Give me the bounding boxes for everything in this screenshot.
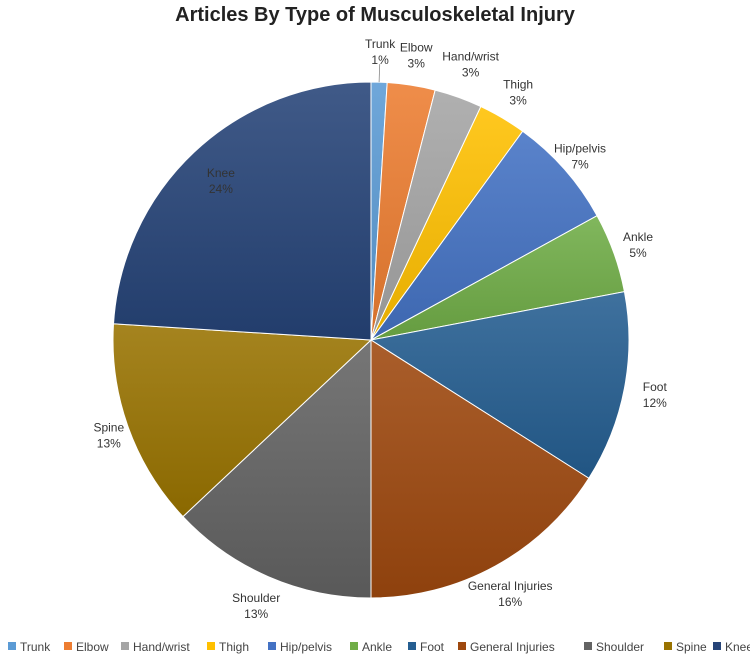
slice-label-foot: Foot 12% — [643, 380, 668, 410]
legend: Trunk Elbow Hand/wrist Thigh Hip/pelvis Ankle… — [8, 640, 750, 654]
legend-label-hand-wrist: Hand/wrist — [133, 640, 190, 654]
legend-label-spine: Spine — [676, 640, 707, 654]
slice-label-spine: Spine 13% — [93, 420, 124, 450]
legend-label-hip-pelvis: Hip/pelvis — [280, 640, 332, 654]
legend-swatch-knee — [713, 642, 721, 650]
slice-label-general-injuries: General Injuries 16% — [468, 579, 553, 609]
slice-label-elbow: Elbow 3% — [400, 41, 433, 71]
slice-label-knee: Knee 24% — [207, 166, 235, 196]
legend-swatch-elbow — [64, 642, 72, 650]
slice-label-ankle: Ankle 5% — [623, 230, 653, 260]
leader-line-trunk — [378, 64, 381, 83]
leader-lines — [378, 64, 381, 83]
slice-label-thigh: Thigh 3% — [503, 77, 533, 107]
pie-slice-foot — [369, 291, 630, 479]
pie-slices — [112, 81, 630, 599]
legend-swatch-spine — [664, 642, 672, 650]
legend-swatch-hand-wrist — [121, 642, 129, 650]
legend-label-elbow: Elbow — [76, 640, 109, 654]
legend-label-thigh: Thigh — [219, 640, 249, 654]
legend-label-trunk: Trunk — [20, 640, 51, 654]
legend-swatch-hip-pelvis — [268, 642, 276, 650]
legend-label-shoulder: Shoulder — [596, 640, 644, 654]
chart-title: Articles By Type of Musculoskeletal Inju… — [175, 4, 576, 26]
legend-swatch-foot — [408, 642, 416, 650]
pie-slice-spine — [112, 323, 373, 518]
legend-label-foot: Foot — [420, 640, 445, 654]
pie-slice-general-injuries — [370, 339, 590, 599]
pie-slice-hip-pelvis — [370, 130, 598, 341]
legend-swatch-general-injuries — [458, 642, 466, 650]
pie-slice-shoulder — [182, 338, 372, 599]
legend-swatch-ankle — [350, 642, 358, 650]
legend-swatch-thigh — [207, 642, 215, 650]
slice-labels: Trunk 1%Elbow 3% Hand/wrist 3%Thigh 3% Hip/pel… — [93, 37, 667, 621]
pie-slice-knee — [112, 81, 372, 341]
legend-swatch-trunk — [8, 642, 16, 650]
slice-label-hand-wrist: Hand/wrist 3% — [442, 49, 499, 79]
slice-label-shoulder: Shoulder 13% — [232, 591, 280, 621]
legend-label-ankle: Ankle — [362, 640, 392, 654]
slice-label-trunk: Trunk 1% — [365, 37, 396, 67]
legend-label-knee: Knee — [725, 640, 750, 654]
slice-label-hip-pelvis: Hip/pelvis 7% — [554, 142, 606, 172]
legend-label-general-injuries: General Injuries — [470, 640, 555, 654]
legend-swatch-shoulder — [584, 642, 592, 650]
